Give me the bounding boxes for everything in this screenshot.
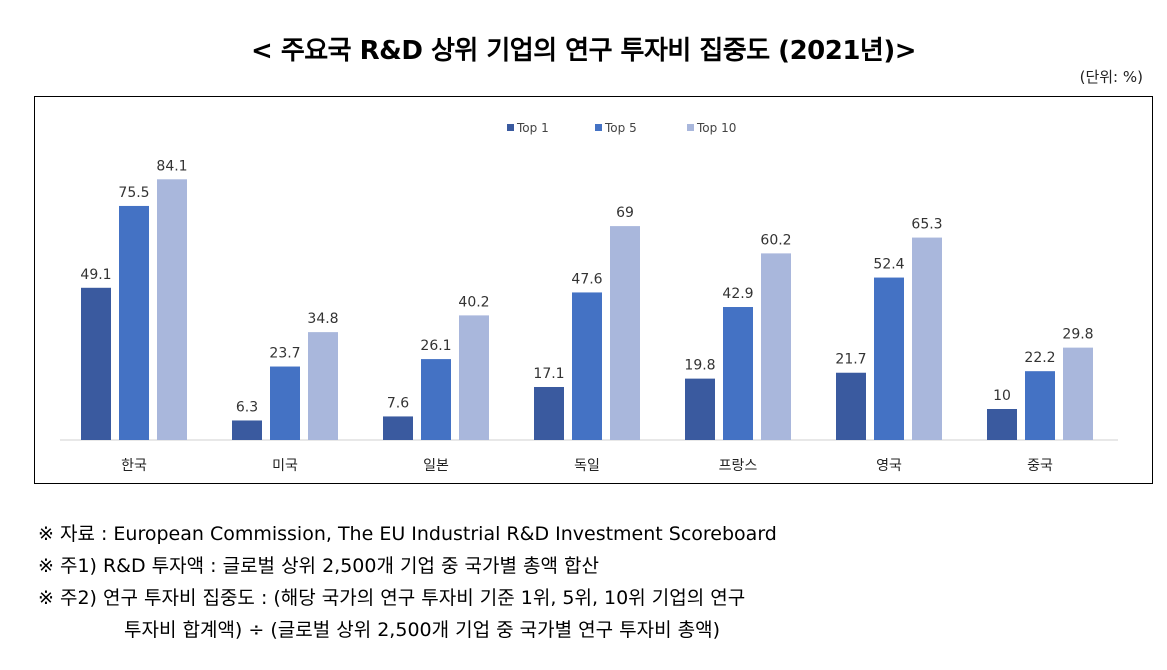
note-1: ※ 주1) R&D 투자액 : 글로벌 상위 2,500개 기업 중 국가별 총… xyxy=(38,555,599,577)
bar-top-10-1 xyxy=(308,332,338,440)
bar-top-5-2 xyxy=(421,359,451,440)
data-label-top-1-3: 17.1 xyxy=(533,366,564,382)
data-label-top-1-2: 7.6 xyxy=(387,395,409,411)
data-label-top-5-5: 52.4 xyxy=(873,257,904,273)
data-label-top-10-2: 40.2 xyxy=(458,294,489,310)
category-label-4: 프랑스 xyxy=(719,458,758,474)
bar-top-10-0 xyxy=(157,179,187,441)
data-label-top-5-3: 47.6 xyxy=(571,271,602,287)
data-label-top-10-4: 60.2 xyxy=(760,232,791,248)
bar-top-1-3 xyxy=(534,386,564,440)
data-label-top-10-6: 29.8 xyxy=(1062,327,1093,343)
data-label-top-1-0: 49.1 xyxy=(80,267,111,283)
legend-swatch-top-10 xyxy=(687,124,694,131)
bar-top-1-5 xyxy=(836,372,866,440)
data-label-top-5-0: 75.5 xyxy=(118,185,149,201)
bar-top-5-3 xyxy=(572,292,602,440)
data-label-top-5-1: 23.7 xyxy=(269,346,300,362)
bar-top-1-0 xyxy=(81,287,111,440)
bar-top-5-1 xyxy=(270,366,300,440)
bar-top-10-6 xyxy=(1063,347,1093,440)
bar-top-1-6 xyxy=(987,409,1017,440)
bar-top-5-4 xyxy=(723,307,753,440)
chart-frame xyxy=(34,96,1153,484)
data-label-top-1-6: 10 xyxy=(993,388,1011,404)
bar-top-5-6 xyxy=(1025,371,1055,440)
unit-label: (단위: %) xyxy=(1079,68,1143,86)
note-2: ※ 주2) 연구 투자비 집중도 : (해당 국가의 연구 투자비 기준 1위,… xyxy=(38,587,746,609)
bar-top-10-5 xyxy=(912,237,942,440)
legend-label-top-1: Top 1 xyxy=(516,121,549,135)
category-label-5: 영국 xyxy=(876,458,902,474)
data-label-top-10-1: 34.8 xyxy=(307,311,338,327)
data-label-top-5-6: 22.2 xyxy=(1024,350,1055,366)
bar-top-5-0 xyxy=(119,205,149,440)
category-label-0: 한국 xyxy=(121,458,147,474)
category-label-3: 독일 xyxy=(574,458,600,474)
data-label-top-10-3: 69 xyxy=(616,205,634,221)
bar-top-1-2 xyxy=(383,416,413,440)
legend-label-top-5: Top 5 xyxy=(604,121,637,135)
category-label-2: 일본 xyxy=(423,458,449,474)
bar-top-1-1 xyxy=(232,420,262,440)
footnotes: ※ 자료 : European Commission, The EU Indus… xyxy=(38,518,777,646)
bar-top-5-5 xyxy=(874,277,904,440)
legend-swatch-top-5 xyxy=(595,124,602,131)
data-label-top-10-5: 65.3 xyxy=(911,217,942,233)
legend-swatch-top-1 xyxy=(507,124,514,131)
data-label-top-5-4: 42.9 xyxy=(722,286,753,302)
data-label-top-10-0: 84.1 xyxy=(156,158,187,174)
note-source: ※ 자료 : European Commission, The EU Indus… xyxy=(38,523,777,545)
chart-title: < 주요국 R&D 상위 기업의 연구 투자비 집중도 (2021년)> xyxy=(250,36,917,66)
bar-top-1-4 xyxy=(685,378,715,440)
category-label-6: 중국 xyxy=(1027,458,1053,474)
data-label-top-1-4: 19.8 xyxy=(684,358,715,374)
note-2-continued: 투자비 합계액) ÷ (글로벌 상위 2,500개 기업 중 국가별 연구 투자… xyxy=(124,619,720,641)
bar-top-10-4 xyxy=(761,253,791,440)
bar-top-10-3 xyxy=(610,226,640,440)
data-label-top-1-5: 21.7 xyxy=(835,352,866,368)
legend-label-top-10: Top 10 xyxy=(696,121,736,135)
data-label-top-5-2: 26.1 xyxy=(420,338,451,354)
data-label-top-1-1: 6.3 xyxy=(236,399,258,415)
category-label-1: 미국 xyxy=(272,458,298,474)
bar-top-10-2 xyxy=(459,315,489,440)
